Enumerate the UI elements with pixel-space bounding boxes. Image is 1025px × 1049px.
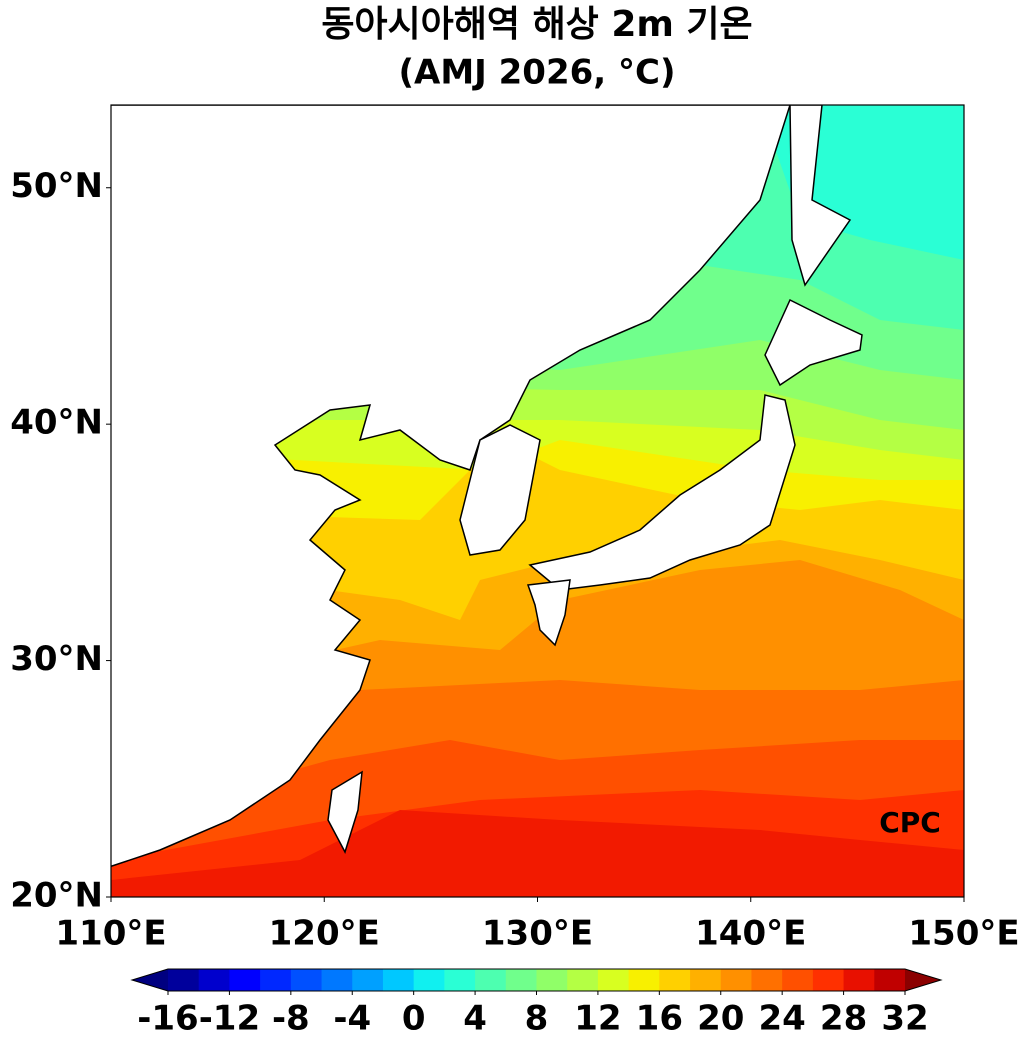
- colorbar-segment: [751, 969, 783, 991]
- y-tick-label: 40°N: [10, 403, 103, 443]
- colorbar-tick-label: 0: [402, 999, 426, 1039]
- colorbar-segment: [812, 969, 845, 991]
- colorbar-tick-label: 4: [463, 999, 487, 1039]
- colorbar-segment: [321, 969, 353, 991]
- colorbar-tick-label: -12: [199, 999, 260, 1039]
- colorbar-tick-label: -16: [137, 999, 198, 1039]
- colorbar-segment: [413, 969, 445, 991]
- colorbar-extend: [905, 969, 941, 991]
- colorbar-segment: [720, 969, 752, 991]
- colorbar-segment: [444, 969, 476, 991]
- colorbar-tick-label: 20: [697, 999, 744, 1039]
- title: 동아시아해역 해상 2m 기온: [321, 4, 752, 45]
- y-tick-label: 20°N: [10, 876, 103, 916]
- colorbar-segment: [505, 969, 537, 991]
- y-tick-label: 50°N: [10, 166, 103, 206]
- x-tick-label: 140°E: [695, 914, 806, 954]
- colorbar-segment: [198, 969, 230, 991]
- colorbar-segment: [382, 969, 415, 991]
- x-tick-label: 150°E: [908, 914, 1019, 954]
- y-tick-label: 30°N: [10, 639, 103, 679]
- colorbar-segment: [229, 969, 261, 991]
- colorbar-segment: [352, 969, 384, 991]
- colorbar-segment: [843, 969, 875, 991]
- colorbar-extend: [132, 969, 168, 991]
- colorbar-segment: [567, 969, 599, 991]
- subtitle: (AMJ 2026, °C): [398, 53, 675, 93]
- colorbar-tick-label: 16: [636, 999, 683, 1039]
- colorbar-segment: [475, 969, 507, 991]
- colorbar-tick-label: 32: [881, 999, 928, 1039]
- colorbar-segment: [290, 969, 323, 991]
- colorbar-tick-label: -8: [272, 999, 310, 1039]
- colorbar-segment: [782, 969, 814, 991]
- colorbar-segment: [260, 969, 292, 991]
- colorbar-segment: [168, 969, 200, 991]
- map: [111, 105, 964, 897]
- colorbar-tick-label: 12: [574, 999, 621, 1039]
- colorbar-segment: [874, 969, 906, 991]
- colorbar-tick-label: 8: [525, 999, 549, 1039]
- colorbar-segment: [690, 969, 722, 991]
- land: [111, 105, 863, 868]
- x-tick-label: 130°E: [482, 914, 593, 954]
- colorbar-tick-label: -4: [333, 999, 371, 1039]
- colorbar-segment: [628, 969, 660, 991]
- colorbar-segment: [659, 969, 691, 991]
- colorbar-tick-label: 24: [759, 999, 806, 1039]
- sst-band: [111, 810, 964, 897]
- colorbar-segment: [536, 969, 568, 991]
- x-tick-label: 110°E: [55, 914, 166, 954]
- watermark: CPC: [879, 806, 941, 839]
- colorbar-tick-label: 28: [820, 999, 867, 1039]
- colorbar-segment: [597, 969, 630, 991]
- x-tick-label: 120°E: [269, 914, 380, 954]
